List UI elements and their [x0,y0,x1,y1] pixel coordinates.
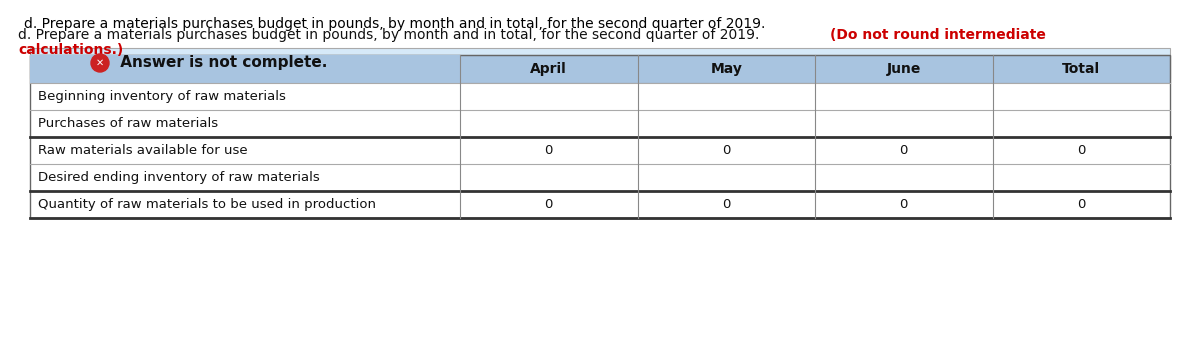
Text: calculations.): calculations.) [18,43,124,57]
Bar [30,110,1170,137]
Text: June: June [887,62,920,76]
Bar [30,83,1170,110]
Text: 0: 0 [722,198,731,211]
Bar [30,48,1170,78]
Text: Quantity of raw materials to be used in production: Quantity of raw materials to be used in … [38,198,376,211]
Text: 0: 0 [722,144,731,157]
Text: d. Prepare a materials purchases budget in pounds, by month and in total, for th: d. Prepare a materials purchases budget … [18,28,763,42]
Bar [30,55,460,83]
Text: (Do not round intermediate: (Do not round intermediate [830,28,1046,42]
Text: 0: 0 [1078,144,1086,157]
Text: Raw materials available for use: Raw materials available for use [38,144,247,157]
Text: Total: Total [1062,62,1100,76]
Bar [30,137,1170,164]
Text: 0: 0 [1078,198,1086,211]
Text: April: April [530,62,568,76]
Text: 0: 0 [545,198,553,211]
Bar [30,55,1170,83]
Text: Answer is not complete.: Answer is not complete. [115,55,328,71]
Bar [30,191,1170,218]
Bar [30,164,1170,191]
Text: 0: 0 [545,144,553,157]
Text: Purchases of raw materials: Purchases of raw materials [38,117,218,130]
Bar [30,55,1170,218]
Text: 0: 0 [900,198,908,211]
Text: Desired ending inventory of raw materials: Desired ending inventory of raw material… [38,171,319,184]
Text: ✕: ✕ [96,58,104,68]
Circle shape [91,54,109,72]
Text: May: May [710,62,742,76]
Text: Beginning inventory of raw materials: Beginning inventory of raw materials [38,90,286,103]
Text: 0: 0 [900,144,908,157]
Text: d. Prepare a materials purchases budget in pounds, by month and in total, for th: d. Prepare a materials purchases budget … [24,17,769,31]
